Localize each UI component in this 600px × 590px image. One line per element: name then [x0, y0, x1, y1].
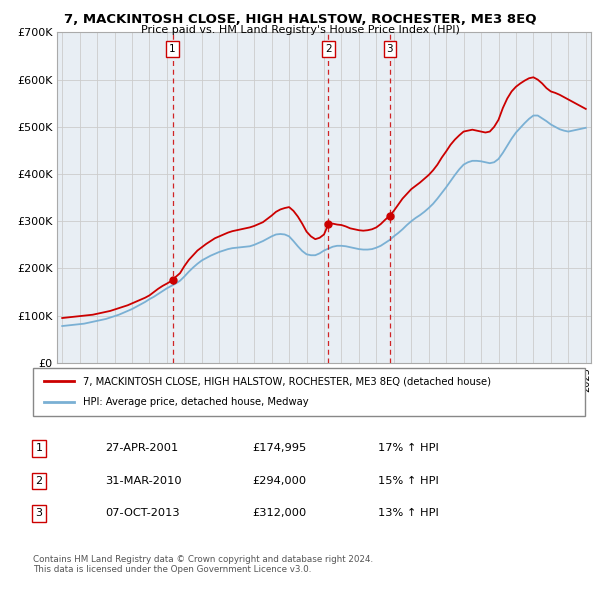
Text: 7, MACKINTOSH CLOSE, HIGH HALSTOW, ROCHESTER, ME3 8EQ: 7, MACKINTOSH CLOSE, HIGH HALSTOW, ROCHE… — [64, 13, 536, 26]
Text: Price paid vs. HM Land Registry's House Price Index (HPI): Price paid vs. HM Land Registry's House … — [140, 25, 460, 35]
Text: 27-APR-2001: 27-APR-2001 — [105, 444, 178, 453]
Text: 17% ↑ HPI: 17% ↑ HPI — [378, 444, 439, 453]
Text: £312,000: £312,000 — [252, 509, 306, 518]
Text: 2: 2 — [325, 44, 332, 54]
Text: 07-OCT-2013: 07-OCT-2013 — [105, 509, 179, 518]
Text: £294,000: £294,000 — [252, 476, 306, 486]
Text: 13% ↑ HPI: 13% ↑ HPI — [378, 509, 439, 518]
Text: 31-MAR-2010: 31-MAR-2010 — [105, 476, 182, 486]
Text: Contains HM Land Registry data © Crown copyright and database right 2024.
This d: Contains HM Land Registry data © Crown c… — [33, 555, 373, 574]
Text: 2: 2 — [35, 476, 43, 486]
Text: 1: 1 — [169, 44, 176, 54]
Text: 1: 1 — [35, 444, 43, 453]
Text: 15% ↑ HPI: 15% ↑ HPI — [378, 476, 439, 486]
Text: 3: 3 — [386, 44, 393, 54]
Text: 3: 3 — [35, 509, 43, 518]
Text: £174,995: £174,995 — [252, 444, 306, 453]
Text: HPI: Average price, detached house, Medway: HPI: Average price, detached house, Medw… — [83, 398, 308, 408]
Text: 7, MACKINTOSH CLOSE, HIGH HALSTOW, ROCHESTER, ME3 8EQ (detached house): 7, MACKINTOSH CLOSE, HIGH HALSTOW, ROCHE… — [83, 376, 491, 386]
